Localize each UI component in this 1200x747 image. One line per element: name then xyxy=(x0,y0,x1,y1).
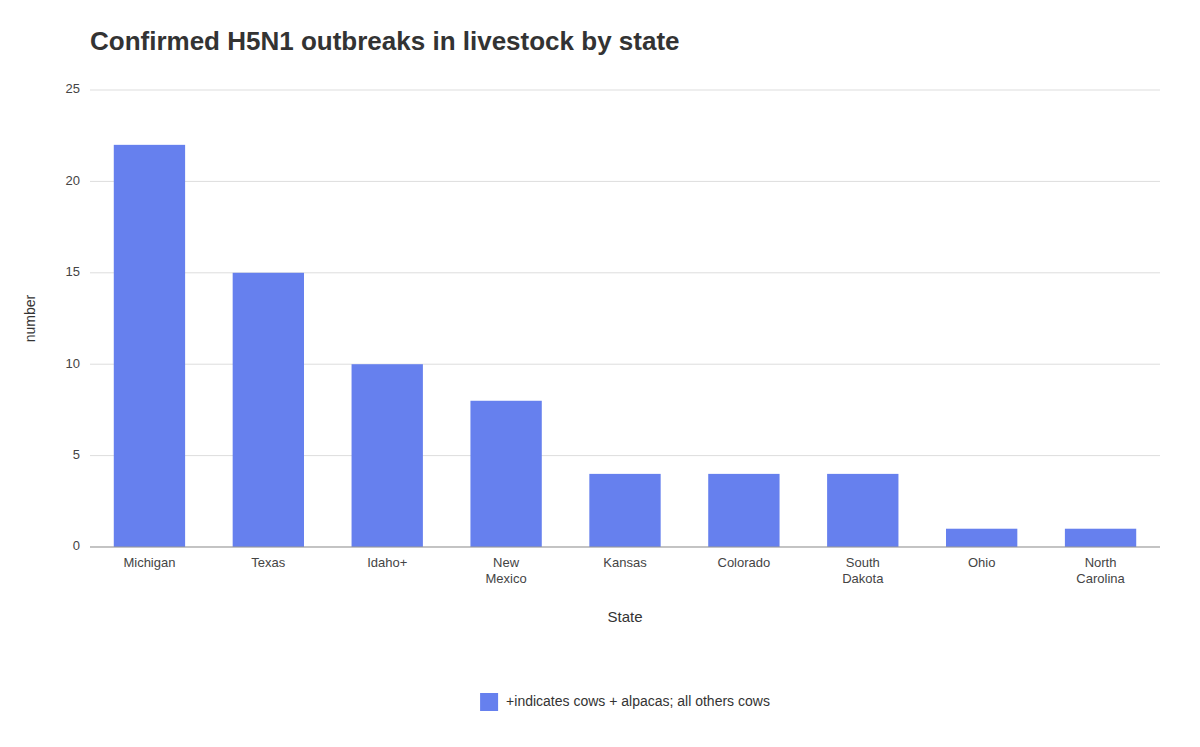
y-tick-label: 15 xyxy=(66,264,80,279)
x-tick-label-line: New xyxy=(493,555,520,570)
grid-line xyxy=(90,547,1160,548)
bar xyxy=(114,145,185,547)
x-axis-label: State xyxy=(607,608,642,625)
x-tick-label: Idaho+ xyxy=(367,555,407,570)
y-axis-label: number xyxy=(22,294,38,342)
x-tick-label: Ohio xyxy=(968,555,995,570)
x-tick-label: Texas xyxy=(251,555,285,570)
x-tick-label-line: South xyxy=(846,555,880,570)
title: Confirmed H5N1 outbreaks in livestock by… xyxy=(90,26,680,56)
x-tick-label-line: North xyxy=(1085,555,1117,570)
x-tick-label-line: Mexico xyxy=(486,571,527,586)
y-axis: 0 5 10 15 20 25 xyxy=(66,81,1160,553)
y-tick-label: 10 xyxy=(66,356,80,371)
legend-swatch xyxy=(480,693,498,711)
y-tick-label: 5 xyxy=(73,447,80,462)
bar xyxy=(589,474,660,547)
x-tick-label: NorthCarolina xyxy=(1076,555,1125,586)
bar xyxy=(352,364,423,547)
y-tick-label: 20 xyxy=(66,173,80,188)
x-tick-label-line: Dakota xyxy=(842,571,884,586)
bar xyxy=(1065,529,1136,547)
x-axis: Michigan Texas Idaho+ NewMexico Kansas Colora… xyxy=(123,555,1125,586)
x-tick-label: Kansas xyxy=(603,555,647,570)
bar xyxy=(708,474,779,547)
x-tick-label-line: Carolina xyxy=(1076,571,1125,586)
background xyxy=(0,0,1200,747)
grid-line xyxy=(90,181,1160,182)
x-tick-label-line: Michigan xyxy=(123,555,175,570)
bar xyxy=(827,474,898,547)
bar xyxy=(470,401,541,547)
x-tick-label-line: Ohio xyxy=(968,555,995,570)
legend-label: +indicates cows + alpacas; all others co… xyxy=(506,693,770,709)
bars xyxy=(114,145,1136,547)
x-tick-label: Michigan xyxy=(123,555,175,570)
y-tick-label: 25 xyxy=(66,81,80,96)
chart: Confirmed H5N1 outbreaks in livestock by… xyxy=(0,0,1200,747)
bar xyxy=(233,273,304,547)
x-tick-label: SouthDakota xyxy=(842,555,884,586)
x-tick-label-line: Idaho+ xyxy=(367,555,407,570)
y-tick-label: 0 xyxy=(73,538,80,553)
x-tick-label: NewMexico xyxy=(486,555,527,586)
x-tick-label: Colorado xyxy=(718,555,771,570)
x-tick-label-line: Colorado xyxy=(718,555,771,570)
x-tick-label-line: Texas xyxy=(251,555,285,570)
legend: +indicates cows + alpacas; all others co… xyxy=(480,693,770,711)
x-axis-line xyxy=(90,547,1160,548)
bar xyxy=(946,529,1017,547)
x-tick-label-line: Kansas xyxy=(603,555,647,570)
grid-line xyxy=(90,90,1160,91)
